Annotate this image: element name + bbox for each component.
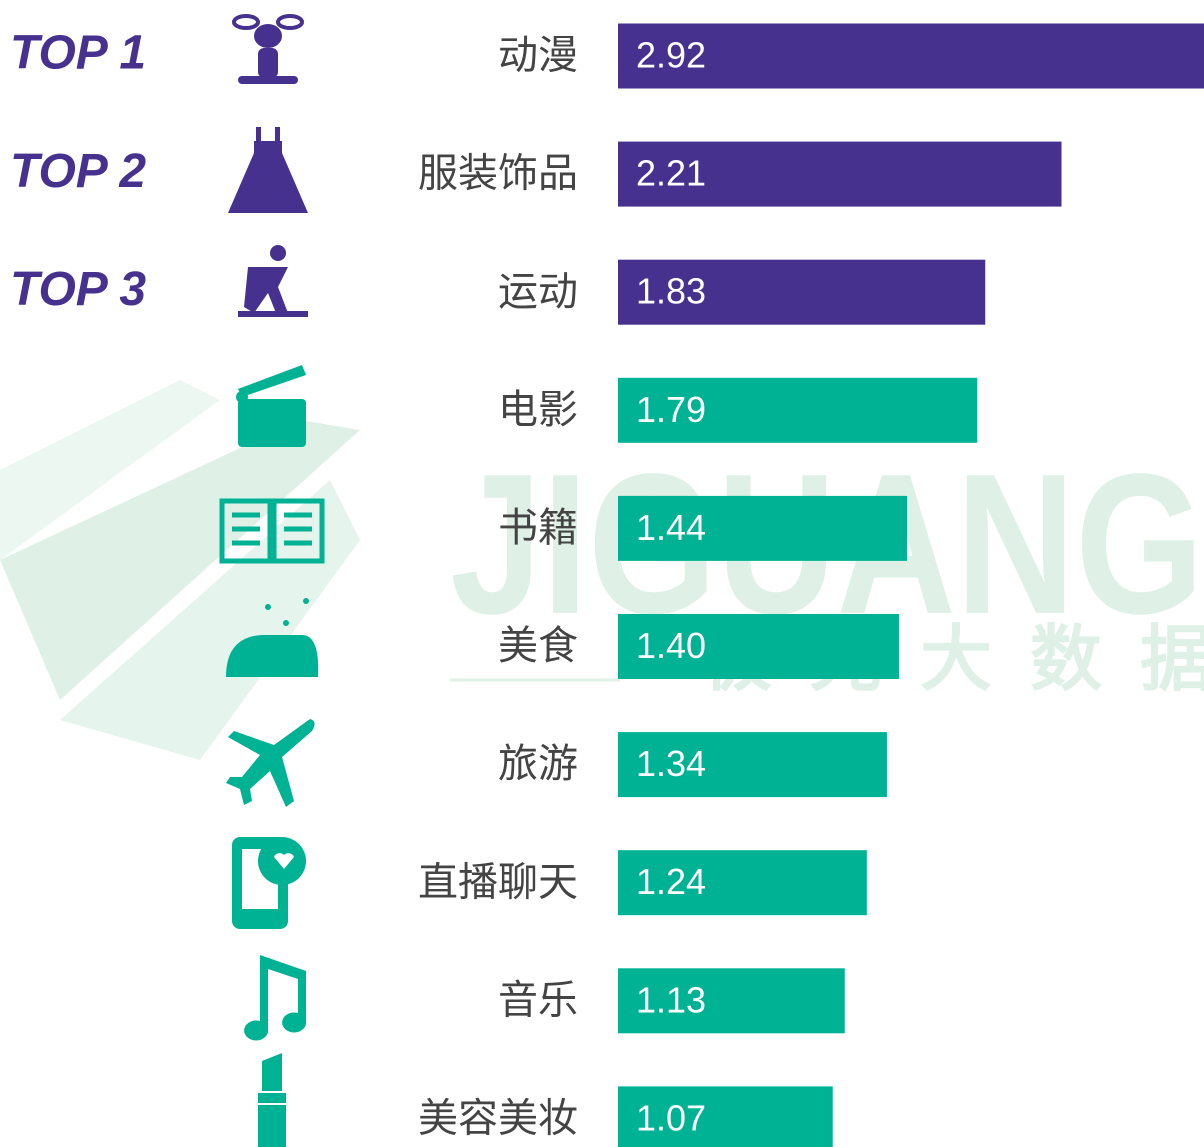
value-label: 2.92 xyxy=(636,35,706,76)
bar xyxy=(618,732,887,798)
bar xyxy=(618,23,1204,89)
category-label: 美食 xyxy=(498,624,578,668)
category-label: 服装饰品 xyxy=(418,152,578,196)
bar xyxy=(618,614,899,679)
value-label: 1.44 xyxy=(636,507,706,548)
value-label: 1.07 xyxy=(636,1097,706,1138)
bar xyxy=(618,377,978,443)
icons xyxy=(219,14,325,1147)
bar xyxy=(618,1086,833,1147)
value-label: 1.34 xyxy=(636,743,706,784)
bar xyxy=(618,141,1062,207)
bar xyxy=(618,495,907,561)
category-label: 音乐 xyxy=(498,978,578,1022)
watermark-shapes xyxy=(0,380,360,760)
bar xyxy=(618,259,986,325)
category-label: 美容美妆 xyxy=(418,1096,578,1140)
value-label: 1.79 xyxy=(636,389,706,430)
rank-label: TOP 2 xyxy=(10,145,146,198)
rank-label: TOP 3 xyxy=(10,263,146,316)
value-label: 1.83 xyxy=(636,271,706,312)
category-label: 运动 xyxy=(498,270,578,314)
category-label: 动漫 xyxy=(498,34,578,78)
rank-label: TOP 1 xyxy=(10,27,146,80)
value-label: 1.13 xyxy=(636,979,706,1020)
category-label: 电影 xyxy=(498,388,578,432)
category-label: 直播聊天 xyxy=(418,860,578,904)
bar xyxy=(618,850,867,916)
value-label: 1.40 xyxy=(636,625,706,666)
category-label: 旅游 xyxy=(498,742,578,786)
category-label: 书籍 xyxy=(498,506,578,550)
bar xyxy=(618,968,845,1034)
value-label: 1.24 xyxy=(636,861,706,902)
value-label: 2.21 xyxy=(636,153,706,194)
